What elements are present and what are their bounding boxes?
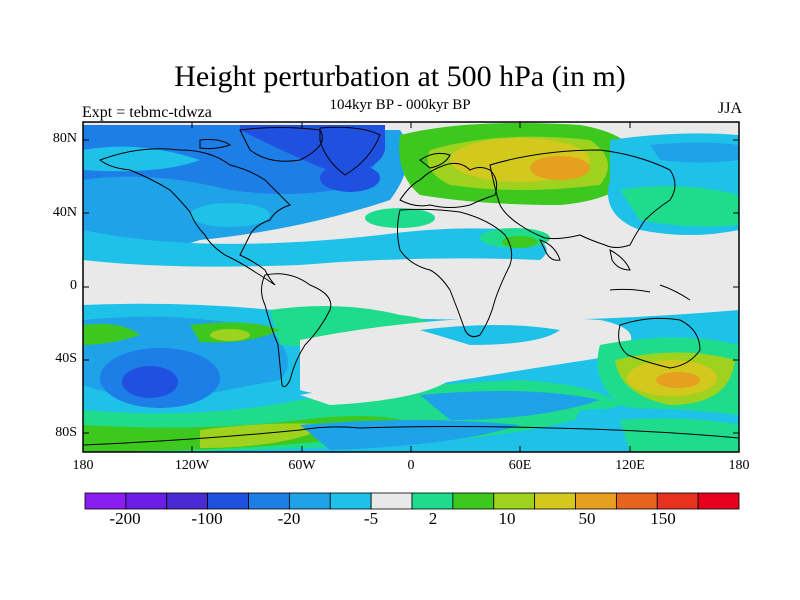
lon-tick-label: 180 <box>72 458 94 473</box>
lon-tick-label: 60W <box>288 458 316 473</box>
lat-tick-label: 80N <box>52 131 77 146</box>
colorbar-swatch <box>84 492 127 510</box>
colorbar-swatch <box>411 492 454 510</box>
colorbar-label: 10 <box>498 509 516 528</box>
experiment-label: Expt = tebmc-tdwza <box>82 104 212 121</box>
colorbar-swatch <box>452 492 495 510</box>
lat-tick-label: 40N <box>52 205 77 220</box>
colorbar-label: 2 <box>428 509 438 528</box>
season-label: JJA <box>717 100 742 117</box>
colorbar-swatch <box>493 492 536 510</box>
colorbar-swatch <box>288 492 331 510</box>
lat-tick-label: 80S <box>55 425 77 440</box>
colorbar-swatch <box>166 492 209 510</box>
colorbar-swatch <box>125 492 168 510</box>
colorbar-swatch <box>697 492 740 510</box>
colorbar-label: -5 <box>363 509 379 528</box>
colorbar-label: -20 <box>277 509 301 528</box>
colorbar-swatch <box>615 492 658 510</box>
tick-marks <box>83 122 739 452</box>
colorbar-swatch <box>370 492 413 510</box>
colorbar-swatch <box>248 492 290 510</box>
colorbar <box>84 492 740 510</box>
colorbar-swatch <box>534 492 576 510</box>
map-subtitle: 104kyr BP - 000kyr BP <box>329 97 471 113</box>
lon-tick-label: 180 <box>728 458 750 473</box>
colorbar-label: -100 <box>191 509 223 528</box>
colorbar-swatch <box>656 492 699 510</box>
lon-tick-label: 0 <box>407 458 415 473</box>
coastlines <box>83 126 739 446</box>
lon-tick-label: 120W <box>174 458 210 473</box>
lat-tick-label: 0 <box>70 278 77 293</box>
colorbar-swatch <box>207 492 249 510</box>
lat-tick-label: 40S <box>55 351 77 366</box>
contour-field <box>83 122 739 452</box>
map-title: Height perturbation at 500 hPa (in m) <box>174 60 626 93</box>
colorbar-label: -200 <box>109 509 141 528</box>
colorbar-label: 50 <box>578 509 596 528</box>
lon-tick-label: 60E <box>508 458 532 473</box>
colorbar-swatch <box>575 492 617 510</box>
colorbar-swatch <box>329 492 372 510</box>
colorbar-label: 150 <box>650 509 676 528</box>
lon-tick-label: 120E <box>615 458 645 473</box>
